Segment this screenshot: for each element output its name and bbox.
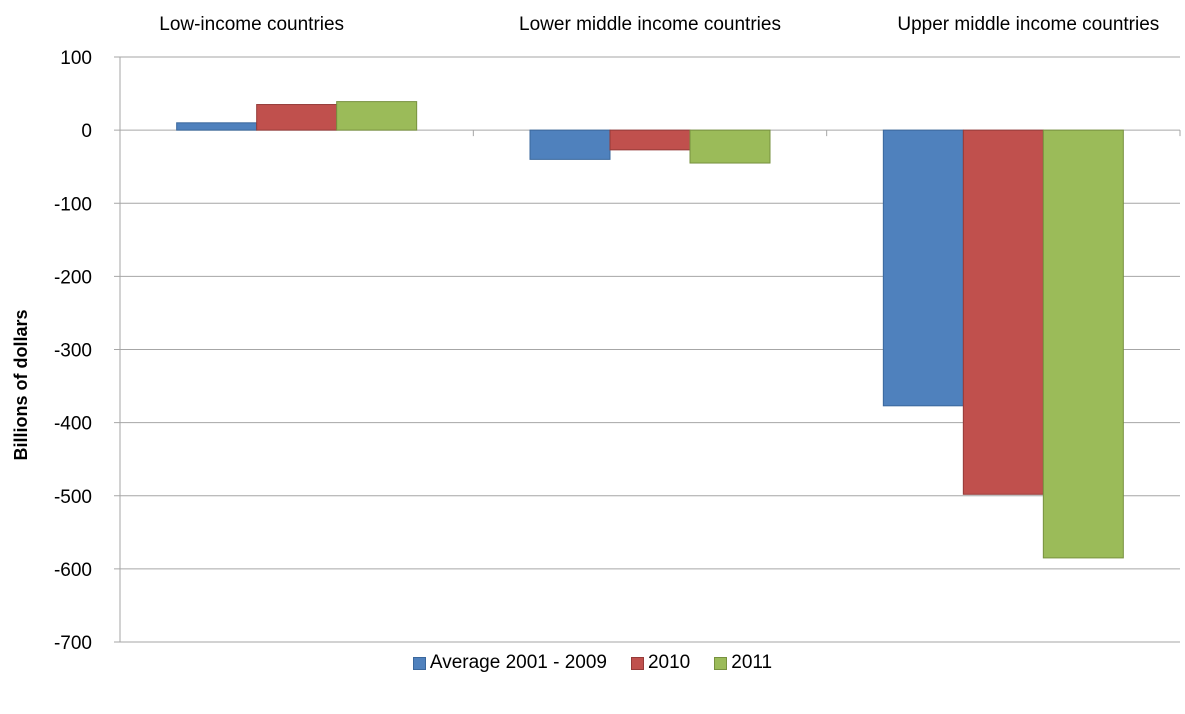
legend-item: Average 2001 - 2009 — [412, 652, 607, 674]
y-tick-label: -100 — [54, 194, 92, 215]
bars — [176, 101, 1124, 559]
y-tick-label: -600 — [54, 560, 92, 581]
y-tick-label: 0 — [81, 121, 92, 142]
bar — [609, 129, 691, 151]
legend-item: 2011 — [714, 652, 772, 674]
bar — [176, 122, 258, 131]
bar — [962, 129, 1044, 495]
axes — [114, 56, 1181, 643]
category-label: Low-income countries — [159, 14, 344, 35]
bar — [689, 129, 771, 164]
bar — [336, 101, 418, 131]
legend-label: Average 2001 - 2009 — [429, 652, 607, 673]
y-tick-label: -400 — [54, 414, 92, 435]
y-tick-label: -300 — [54, 341, 92, 362]
category-label: Lower middle income countries — [519, 14, 781, 35]
legend-label: 2011 — [731, 652, 773, 673]
legend-swatch — [412, 656, 426, 670]
bar — [882, 129, 964, 407]
legend-swatch — [714, 656, 728, 670]
legend: Average 2001 - 2009 2010 2011 — [0, 652, 1185, 674]
category-label: Upper middle income countries — [897, 14, 1159, 35]
y-tick-label: -700 — [54, 633, 92, 654]
category-labels: Low-income countries Lower middle income … — [159, 14, 1159, 35]
legend-item: 2010 — [630, 652, 691, 674]
bar — [529, 129, 611, 160]
bar — [1042, 129, 1124, 559]
y-tick-label: -500 — [54, 487, 92, 508]
y-tick-label: -200 — [54, 267, 92, 288]
y-tick-label: 100 — [60, 48, 92, 69]
bar — [256, 104, 338, 131]
y-axis-label: Billions of dollars — [11, 309, 31, 460]
y-tick-labels: 100 0 -100 -200 -300 -400 -500 -600 -700 — [54, 48, 92, 654]
legend-label: 2010 — [647, 652, 691, 673]
legend-swatch — [630, 656, 644, 670]
